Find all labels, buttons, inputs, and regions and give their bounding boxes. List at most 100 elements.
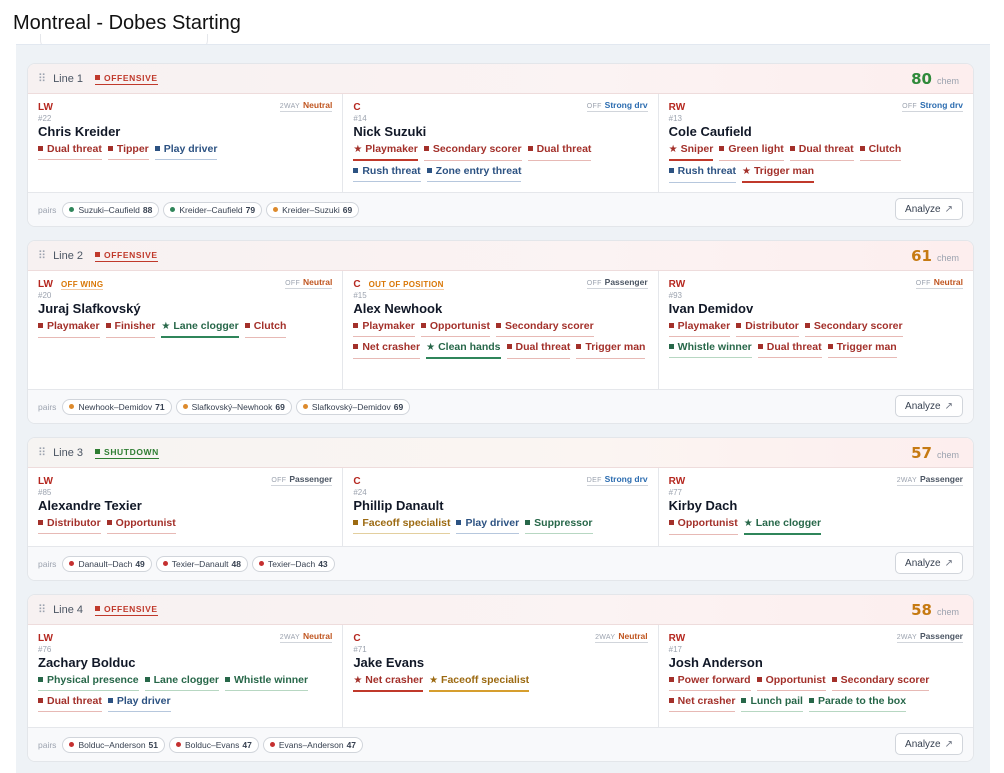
line-role-badge: SHUTDOWN xyxy=(95,447,159,459)
fit-badge: OFF Strong drv xyxy=(902,100,963,112)
jersey-number: #20 xyxy=(38,291,52,300)
trait-tags: Power forward Opportunist Secondary scorer… xyxy=(668,673,963,712)
trait-tags: Playmaker Finisher ★ Lane clogger Clutch xyxy=(38,319,332,338)
trait-tags: Faceoff specialist Play driver Suppressor xyxy=(353,516,647,534)
player-slot-c[interactable]: C 2WAY Neutral #71 Jake Evans ★ Net crasher ★ Fa… xyxy=(343,625,659,727)
star-icon: ★ xyxy=(426,342,436,353)
player-name[interactable]: Kirby Dach xyxy=(668,498,738,513)
pair-chip[interactable]: Texier–Dach 43 xyxy=(251,555,335,572)
player-slot-rw[interactable]: RW 2WAY Passenger #17 Josh Anderson Power for… xyxy=(659,625,973,727)
pair-value: 88 xyxy=(142,204,153,215)
position-label: LW xyxy=(38,279,53,290)
trait-square-icon xyxy=(353,344,359,349)
trait-tag: Dual threat xyxy=(527,142,592,161)
trait-square-icon xyxy=(736,323,742,328)
pair-chip[interactable]: Bolduc–Anderson 51 xyxy=(62,736,166,753)
trait-tag: ★ Lane clogger xyxy=(743,516,822,535)
player-name[interactable]: Josh Anderson xyxy=(668,655,763,670)
analyze-button[interactable]: Analyze ↗ xyxy=(895,395,963,417)
player-name[interactable]: Zachary Bolduc xyxy=(38,655,136,670)
trait-label: Trigger man xyxy=(836,341,897,353)
trait-tags: Playmaker Opportunist Secondary scorer Net … xyxy=(353,319,647,359)
trait-label: Secondary scorer xyxy=(813,320,903,332)
slot-header: RW 2WAY Passenger xyxy=(669,471,963,489)
jersey-number: #85 xyxy=(38,488,52,497)
pair-chip[interactable]: Slafkovský–Newhook 69 xyxy=(175,398,292,415)
player-slot-lw[interactable]: LW 2WAY Neutral #76 Zachary Bolduc Physical p… xyxy=(28,625,344,727)
pair-chip[interactable]: Bolduc–Evans 47 xyxy=(169,736,259,753)
trait-tag: Playmaker xyxy=(668,319,731,337)
trait-square-icon xyxy=(668,698,674,703)
pair-dot-icon xyxy=(273,207,279,212)
pair-value: 71 xyxy=(155,401,165,412)
trait-label: Distributor xyxy=(745,320,799,332)
pair-dot-icon xyxy=(69,742,75,747)
drag-handle-icon[interactable]: ⠿ xyxy=(38,447,46,459)
jersey-number: #15 xyxy=(353,291,367,300)
analyze-label: Analyze xyxy=(905,203,941,215)
player-name[interactable]: Phillip Danault xyxy=(353,498,444,513)
trait-label: Dual threat xyxy=(47,143,102,155)
drag-handle-icon[interactable]: ⠿ xyxy=(38,73,46,85)
pair-dot-icon xyxy=(258,561,264,566)
pairs-row: pairs Suzuki–Caufield 88 Kreider–Caufield 79… xyxy=(28,193,973,226)
external-arrow-icon: ↗ xyxy=(944,400,953,412)
pair-chip[interactable]: Kreider–Caufield 79 xyxy=(163,201,263,218)
player-name[interactable]: Cole Caufield xyxy=(668,124,752,139)
line-header: ⠿ Line 3 SHUTDOWN 57 chem xyxy=(28,438,973,468)
analyze-button[interactable]: Analyze ↗ xyxy=(895,733,963,755)
player-slots: LW 2WAY Neutral #76 Zachary Bolduc Physical p… xyxy=(28,625,973,728)
player-slot-rw[interactable]: RW OFF Neutral #93 Ivan Demidov Playmaker Dist… xyxy=(659,271,973,389)
line-chemistry: 61 chem xyxy=(911,247,959,265)
trait-square-icon xyxy=(423,146,429,151)
drag-handle-icon[interactable]: ⠿ xyxy=(38,604,46,616)
pair-chip[interactable]: Slafkovský–Demidov 69 xyxy=(295,398,411,415)
trait-tag: Play driver xyxy=(107,694,171,712)
trait-square-icon xyxy=(668,323,674,328)
player-slot-c[interactable]: C OFF Strong drv #14 Nick Suzuki ★ Playmaker Se… xyxy=(343,94,659,192)
player-name[interactable]: Juraj Slafkovský xyxy=(38,301,141,316)
player-slot-lw[interactable]: LW OFF WING OFF Neutral #20 Juraj Slafkovský P… xyxy=(28,271,344,389)
player-name[interactable]: Alexandre Texier xyxy=(38,498,142,513)
analyze-button[interactable]: Analyze ↗ xyxy=(895,198,963,220)
role-square-icon xyxy=(95,74,101,80)
fit-badge: 2WAY Neutral xyxy=(595,631,648,643)
trait-label: Rush threat xyxy=(677,165,736,177)
pair-name: Slafkovský–Demidov xyxy=(311,401,391,412)
slot-header: RW 2WAY Passenger xyxy=(669,631,963,644)
pair-chip[interactable]: Suzuki–Caufield 88 xyxy=(62,201,160,218)
trait-label: Suppressor xyxy=(534,517,593,529)
trait-square-icon xyxy=(495,323,501,328)
trait-tag: ★ Clean hands xyxy=(426,340,501,359)
pair-chip[interactable]: Evans–Anderson 47 xyxy=(262,736,364,753)
player-slot-lw[interactable]: LW 2WAY Neutral #22 Chris Kreider Dual threat… xyxy=(28,94,344,192)
trait-label: Rush threat xyxy=(362,165,421,177)
player-slot-lw[interactable]: LW OFF Passenger #85 Alexandre Texier Distrib… xyxy=(28,468,344,546)
trait-label: Dual threat xyxy=(515,341,571,353)
player-slot-rw[interactable]: RW OFF Strong drv #13 Cole Caufield ★ Sniper Gr… xyxy=(659,94,973,192)
pair-chip[interactable]: Newhook–Demidov 71 xyxy=(62,398,172,415)
drag-handle-icon[interactable]: ⠿ xyxy=(38,250,46,262)
trait-square-icon xyxy=(105,323,111,328)
player-name[interactable]: Alex Newhook xyxy=(353,301,443,316)
trait-tag: Green light xyxy=(719,142,784,161)
slot-position: RW xyxy=(669,471,685,489)
pair-chip[interactable]: Texier–Danault 48 xyxy=(155,555,248,572)
player-name[interactable]: Chris Kreider xyxy=(38,124,121,139)
pair-chip[interactable]: Danault–Dach 49 xyxy=(62,555,152,572)
player-slot-c[interactable]: C DEF Strong drv #24 Phillip Danault Faceoff … xyxy=(343,468,659,546)
pair-chip[interactable]: Kreider–Suzuki 69 xyxy=(266,201,360,218)
analyze-button[interactable]: Analyze ↗ xyxy=(895,552,963,574)
trait-tags: Physical presence Lane clogger Whistle win… xyxy=(38,673,332,712)
player-name[interactable]: Nick Suzuki xyxy=(353,124,427,139)
trait-label: Lane clogger xyxy=(153,674,219,686)
line-name: Line 1 xyxy=(53,72,84,85)
player-slot-rw[interactable]: RW 2WAY Passenger #77 Kirby Dach Opportunist ★… xyxy=(659,468,973,546)
player-name[interactable]: Jake Evans xyxy=(353,655,425,670)
trait-label: Play driver xyxy=(163,143,218,155)
fit-badge: 2WAY Neutral xyxy=(279,100,333,112)
trait-tag: Play driver xyxy=(154,142,218,160)
player-name[interactable]: Ivan Demidov xyxy=(668,301,754,316)
player-slot-c[interactable]: C OUT OF POSITION OFF Passenger #15 Alex Newh… xyxy=(343,271,659,389)
line-name: Line 4 xyxy=(53,603,84,616)
